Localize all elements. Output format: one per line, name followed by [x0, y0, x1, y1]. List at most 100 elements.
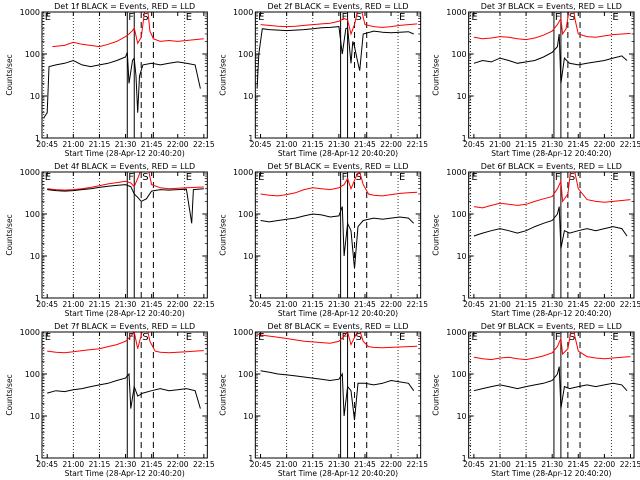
x-tick-label: 21:15: [302, 460, 324, 469]
y-tick-label: 1000: [233, 328, 253, 337]
x-axis-label: Start Time (28-Apr-12 20:40:20): [491, 469, 611, 478]
lld-series-line: [473, 172, 631, 209]
marker-label: E: [612, 172, 618, 183]
x-tick-label: 21:00: [489, 300, 511, 309]
marker-label: S: [356, 332, 362, 343]
x-tick-label: 21:30: [115, 140, 137, 149]
marker-label: S: [142, 172, 148, 183]
y-axis-label: Counts/sec: [5, 54, 14, 95]
marker-label: F: [342, 172, 348, 183]
lld-series-line: [473, 332, 631, 361]
y-tick-label: 100: [451, 50, 466, 59]
x-tick-label: 20:45: [463, 460, 485, 469]
x-tick-label: 21:30: [541, 140, 563, 149]
x-tick-label: 22:00: [167, 300, 189, 309]
y-tick-label: 100: [25, 50, 40, 59]
series-group: [256, 332, 418, 421]
x-tick-label: 21:15: [89, 140, 111, 149]
marker-label: E: [471, 172, 477, 183]
marker-label: F: [128, 12, 134, 23]
x-tick-label: 21:00: [63, 300, 85, 309]
y-tick-label: 10: [456, 412, 466, 421]
marker-label: F: [342, 332, 348, 343]
x-tick-label: 20:45: [463, 300, 485, 309]
x-tick-label: 21:15: [302, 300, 324, 309]
marker-label: E: [45, 172, 51, 183]
panel-title: Det 3f BLACK = Events, RED = LLD: [481, 2, 622, 11]
x-tick-label: 22:00: [594, 300, 616, 309]
x-tick-label: 22:00: [594, 140, 616, 149]
marker-label: E: [399, 172, 405, 183]
x-tick-label: 21:45: [567, 300, 589, 309]
y-tick-label: 10: [30, 412, 40, 421]
marker-label: F: [342, 12, 348, 23]
marker-label: E: [471, 332, 477, 343]
marker-label: E: [258, 332, 264, 343]
events-series-line: [260, 370, 415, 421]
plot-frame: [468, 171, 635, 299]
y-axis-label: Counts/sec: [432, 54, 441, 95]
lld-series-line: [473, 12, 631, 41]
y-tick-label: 1: [35, 294, 40, 303]
events-series-line: [256, 26, 414, 89]
plot-frame: [41, 171, 208, 299]
x-tick-label: 22:00: [380, 300, 402, 309]
marker-label: E: [258, 172, 264, 183]
events-series-line: [473, 206, 628, 249]
lld-series-line: [47, 332, 204, 354]
x-tick-label: 21:45: [141, 300, 163, 309]
y-tick-label: 1000: [20, 168, 40, 177]
marker-label: E: [258, 12, 264, 23]
marker-label: E: [612, 332, 618, 343]
x-tick-label: 21:00: [63, 460, 85, 469]
x-tick-label: 22:15: [406, 460, 428, 469]
x-axis-label: Start Time (28-Apr-12 20:40:20): [65, 149, 185, 158]
x-tick-label: 22:00: [380, 140, 402, 149]
x-tick-label: 21:15: [89, 300, 111, 309]
y-tick-label: 1000: [446, 8, 466, 17]
y-tick-label: 10: [456, 92, 466, 101]
marker-label: F: [128, 332, 134, 343]
x-tick-label: 21:30: [115, 300, 137, 309]
y-axis-label: Counts/sec: [432, 374, 441, 415]
y-axis-label: Counts/sec: [218, 214, 227, 255]
y-tick-label: 10: [243, 252, 253, 261]
plot-frame: [254, 331, 422, 459]
x-tick-label: 22:15: [620, 140, 640, 149]
x-tick-label: 21:30: [541, 300, 563, 309]
y-tick-label: 1: [462, 294, 467, 303]
x-tick-label: 21:45: [354, 460, 376, 469]
x-tick-label: 20:45: [36, 300, 58, 309]
series-group: [473, 12, 631, 84]
y-axis-label: Counts/sec: [5, 214, 14, 255]
x-tick-label: 21:30: [115, 460, 137, 469]
marker-label: S: [142, 332, 148, 343]
x-tick-label: 21:45: [567, 460, 589, 469]
marker-label: E: [45, 12, 51, 23]
x-tick-label: 21:00: [489, 460, 511, 469]
y-tick-label: 1: [248, 294, 253, 303]
x-tick-label: 22:00: [167, 140, 189, 149]
marker-label: E: [399, 332, 405, 343]
x-tick-label: 20:45: [250, 460, 272, 469]
x-tick-label: 21:00: [63, 140, 85, 149]
plot-frame: [41, 331, 208, 459]
x-axis-label: Start Time (28-Apr-12 20:40:20): [278, 309, 398, 318]
x-tick-label: 20:45: [463, 140, 485, 149]
plot-frame: [254, 171, 422, 299]
lld-series-line: [52, 12, 204, 48]
x-tick-label: 21:45: [567, 140, 589, 149]
y-tick-label: 100: [238, 210, 253, 219]
plot-frame: [468, 331, 635, 459]
x-tick-label: 20:45: [36, 460, 58, 469]
x-tick-label: 20:45: [250, 300, 272, 309]
x-tick-label: 21:15: [515, 460, 537, 469]
x-tick-label: 21:15: [515, 300, 537, 309]
y-tick-label: 1: [35, 134, 40, 143]
x-axis-label: Start Time (28-Apr-12 20:40:20): [491, 309, 611, 318]
series-group: [43, 12, 204, 119]
